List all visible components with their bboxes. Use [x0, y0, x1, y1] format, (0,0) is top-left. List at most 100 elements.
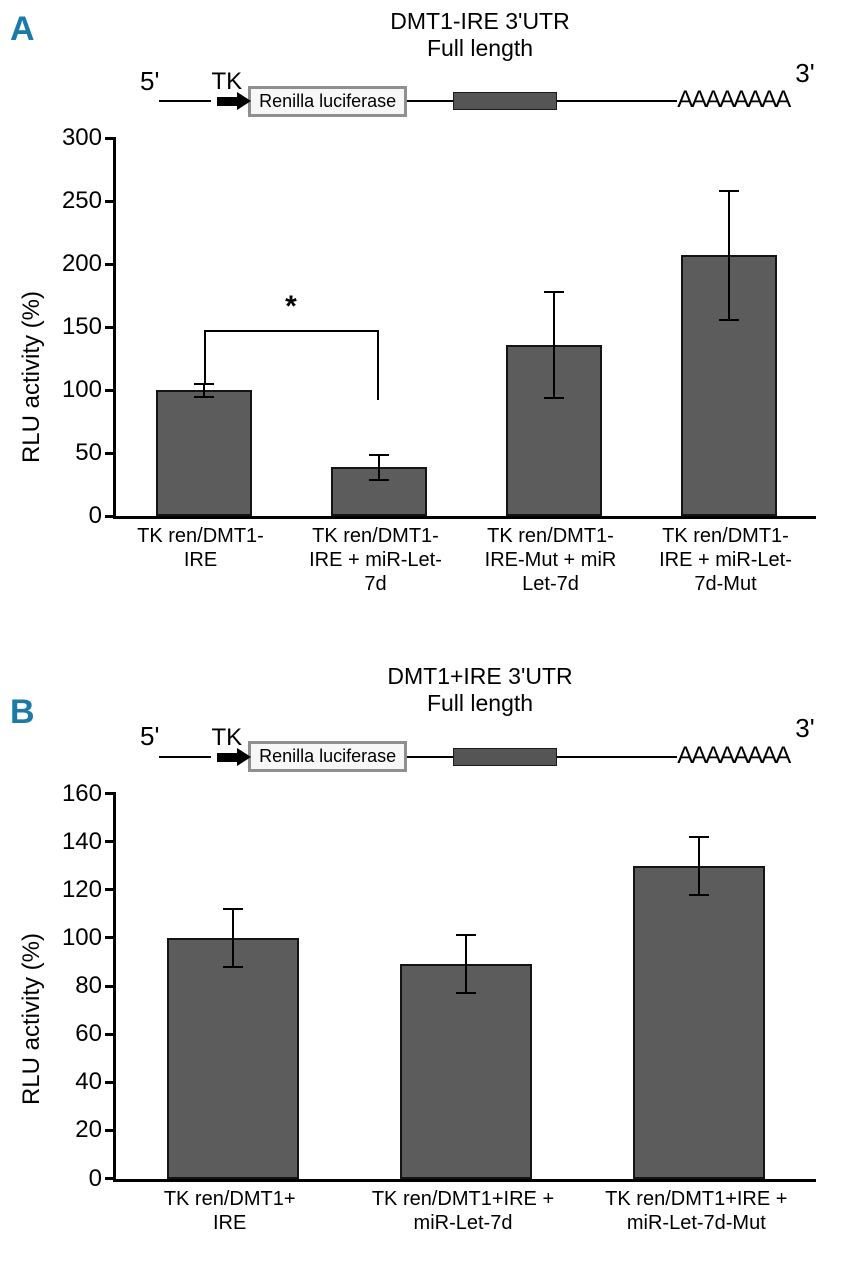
y-tick-label: 60 [75, 1020, 102, 1048]
panel-b-label: B [10, 693, 35, 732]
error-bar-cap [456, 992, 476, 995]
y-tick [105, 514, 116, 518]
y-axis-label: RLU activity (%) [18, 290, 45, 463]
y-tick [105, 984, 116, 988]
panel-a-bar-chart: RLU activity (%) 0 50 100 150 200 250 300 * TK … [14, 125, 842, 615]
y-tick-label: 100 [61, 376, 102, 404]
panel-b: B DMT1+IRE 3'UTR Full length 5' TK Renil… [0, 663, 842, 1245]
tk-promoter: TK [211, 723, 251, 766]
bar-3 [633, 865, 766, 1179]
construct-title-b: DMT1+IRE 3'UTR Full length [140, 663, 820, 717]
y-axis-label: RLU activity (%) [18, 933, 45, 1106]
construct-line [557, 755, 678, 758]
construct-title-line2: Full length [426, 690, 534, 717]
x-category-label: TK ren/DMT1+IRE + miR-Let-7d [371, 1187, 555, 1234]
y-tick-label: 250 [61, 187, 102, 215]
error-bar [231, 909, 234, 967]
construct-title-a: DMT1-IRE 3'UTR Full length [140, 8, 820, 62]
construct-line [557, 100, 678, 103]
construct-line [407, 755, 454, 758]
construct-line [407, 100, 454, 103]
y-tick-label: 300 [61, 124, 102, 152]
error-bar-cap [368, 453, 389, 456]
construct-title-line2: Full length [426, 35, 534, 62]
error-bar-cap [456, 934, 476, 937]
panel-a-label: A [10, 10, 35, 48]
five-prime-label: 5' [140, 721, 160, 751]
x-category-label: TK ren/DMT1+ IRE [163, 1187, 296, 1234]
error-bar-cap [222, 908, 243, 910]
x-category-label: TK ren/DMT1- IRE-Mut + miR Let-7d [484, 525, 617, 596]
significance-bracket-right [376, 329, 379, 401]
y-tick-label: 140 [61, 827, 102, 855]
error-bar-cap [689, 893, 710, 896]
three-prime-label: 3' [795, 713, 815, 743]
y-tick [105, 451, 116, 455]
error-bar-cap [193, 395, 214, 398]
poly-a-tail: AAAAAAAA [677, 86, 791, 114]
error-bar [698, 836, 701, 895]
construct-diagram-a: 5' TK Renilla luciferase AAAAAAAA 3' [140, 58, 820, 138]
y-tick-label: 150 [61, 313, 102, 341]
construct-line [159, 100, 212, 103]
error-bar [727, 191, 730, 320]
error-bar-cap [718, 318, 739, 321]
construct-line [159, 755, 212, 758]
y-tick-label: 0 [88, 1164, 102, 1192]
bar-2 [400, 964, 532, 1179]
construct-title-line1: DMT1-IRE 3'UTR [390, 8, 570, 34]
x-axis-labels-a: TK ren/DMT1- IRE TK ren/DMT1- IRE + miR-L… [113, 519, 816, 615]
promoter-arrow-icon [216, 92, 251, 111]
significance-asterisk: * [285, 289, 297, 323]
x-axis-labels-b: TK ren/DMT1+ IRE TK ren/DMT1+IRE + miR-Le… [113, 1182, 816, 1246]
y-tick-label: 80 [75, 972, 102, 999]
error-bar-cap [543, 290, 564, 293]
construct-diagram-b: 5' TK Renilla luciferase AAAAAAAA 3' [140, 713, 820, 794]
utr-insert-box [453, 92, 558, 111]
construct-title-line1: DMT1+IRE 3'UTR [387, 663, 573, 690]
x-category-label: TK ren/DMT1- IRE + miR-Let- 7d-Mut [659, 525, 792, 596]
y-tick [105, 325, 116, 329]
y-tick-label: 0 [88, 502, 102, 530]
error-bar-cap [543, 396, 564, 399]
y-tick [105, 840, 116, 844]
y-tick [105, 199, 116, 203]
error-bar-cap [368, 478, 389, 481]
error-bar-cap [222, 965, 243, 968]
error-bar-cap [193, 382, 214, 385]
y-tick-label: 20 [75, 1116, 102, 1144]
renilla-luciferase-box: Renilla luciferase [248, 85, 408, 117]
tk-promoter: TK [211, 68, 251, 111]
y-tick [105, 888, 116, 892]
renilla-luciferase-box: Renilla luciferase [248, 741, 408, 772]
panel-a: A DMT1-IRE 3'UTR Full length 5' TK Renil… [0, 0, 842, 615]
y-tick [105, 1177, 116, 1180]
y-tick [105, 136, 116, 140]
error-bar-cap [689, 835, 710, 838]
y-tick-label: 40 [75, 1068, 102, 1096]
promoter-arrow-icon [216, 747, 251, 766]
x-category-label: TK ren/DMT1+IRE + miR-Let-7d-Mut [605, 1187, 788, 1234]
x-category-label: TK ren/DMT1- IRE + miR-Let- 7d [309, 525, 442, 596]
plot-area-b: 0 20 40 60 80 100 120 140 160 [62, 780, 816, 1191]
construct-area-b: DMT1+IRE 3'UTR Full length 5' TK Renilla… [140, 663, 820, 793]
tk-label: TK [211, 723, 243, 751]
utr-insert-box [453, 747, 558, 766]
bar-1 [166, 937, 299, 1179]
y-tick [105, 388, 116, 392]
y-tick-label: 120 [61, 875, 102, 903]
panel-b-bar-chart: RLU activity (%) 0 20 40 60 80 100 120 140 160 T… [14, 780, 842, 1246]
significance-bracket [203, 329, 379, 332]
error-bar [377, 454, 380, 480]
y-tick [105, 1128, 116, 1132]
y-tick-label: 50 [75, 439, 102, 467]
error-bar [552, 291, 555, 398]
bar-1 [155, 390, 252, 517]
construct-area-a: DMT1-IRE 3'UTR Full length 5' TK Renilla… [140, 8, 820, 138]
three-prime-label: 3' [795, 57, 815, 88]
y-tick-label: 200 [61, 250, 102, 278]
tk-label: TK [211, 68, 243, 96]
y-tick [105, 262, 116, 266]
significance-bracket-left [203, 329, 206, 383]
five-prime-label: 5' [140, 65, 160, 96]
